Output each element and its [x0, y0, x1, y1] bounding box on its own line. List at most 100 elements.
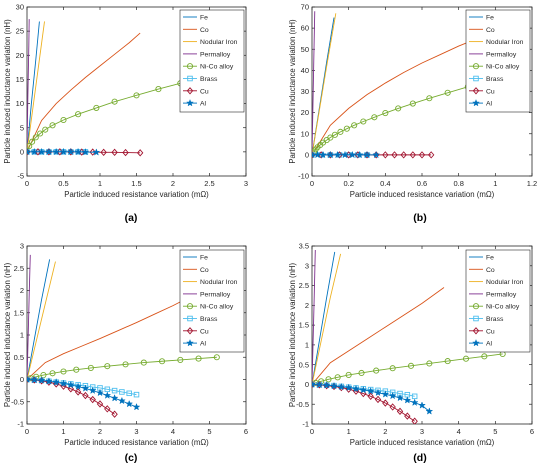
x-tick-label: 5: [207, 427, 211, 436]
data-point-ni-co-alloy: [444, 89, 451, 96]
y-tick-label: 60: [301, 24, 309, 33]
data-point-ni-co-alloy: [382, 109, 389, 117]
y-tick-label: 1: [305, 340, 309, 349]
data-point-al: [330, 381, 338, 390]
legend-box: [179, 9, 245, 113]
data-point-ni-co-alloy: [37, 130, 44, 137]
x-tick-label: 1: [61, 427, 65, 436]
x-tick-label: 3: [244, 179, 248, 188]
panel-caption: (c): [125, 452, 138, 464]
legend-marker-cu: [186, 87, 194, 95]
data-point-cu: [367, 392, 374, 400]
data-point-al: [44, 147, 53, 156]
data-point-cu: [409, 151, 417, 159]
x-tick-label: 3: [420, 427, 424, 436]
legend-label-cu: Cu: [486, 88, 495, 95]
data-point-al: [52, 378, 61, 386]
data-point-ni-co-alloy: [409, 100, 416, 107]
y-tick-label: 0: [20, 147, 24, 156]
data-point-ni-co-alloy: [133, 92, 140, 99]
legend-label-fe: Fe: [200, 15, 208, 22]
series-line-fe: [312, 251, 336, 385]
data-point-cu: [96, 400, 104, 408]
y-tick-label: 3: [20, 242, 24, 251]
legend-label-ni-co-alloy: Ni-Co alloy: [486, 304, 520, 311]
x-tick-label: 2: [171, 179, 175, 188]
legend-marker-cu: [186, 327, 194, 335]
data-point-al: [312, 380, 316, 388]
data-point-al: [117, 396, 126, 405]
data-point-ni-co-alloy: [195, 355, 202, 362]
data-point-al: [59, 379, 68, 387]
legend-label-al: Al: [486, 341, 493, 348]
legend-marker-al: [472, 98, 480, 107]
y-tick-label: 1: [20, 331, 24, 340]
series-group: [27, 19, 206, 157]
data-point-ni-co-alloy: [49, 122, 56, 129]
data-point-cu: [411, 417, 418, 424]
data-point-ni-co-alloy: [122, 361, 129, 368]
data-point-cu: [374, 395, 382, 404]
data-point-al: [132, 402, 141, 411]
data-point-al: [88, 386, 97, 394]
legend-marker-ni-co-alloy: [472, 63, 480, 70]
data-point-al: [27, 147, 31, 156]
legend-label-brass: Brass: [200, 316, 218, 323]
y-tick-label: 70: [301, 3, 309, 12]
x-tick-label: 2: [383, 427, 387, 436]
data-point-ni-co-alloy: [60, 368, 67, 375]
y-tick-label: 2.5: [299, 281, 309, 290]
data-point-al: [341, 150, 349, 159]
data-point-cu: [389, 403, 396, 411]
x-tick-label: 4: [171, 427, 175, 436]
x-tick-label: 0.8: [453, 179, 463, 188]
x-tick-label: 6: [530, 427, 534, 436]
panel-caption: (b): [413, 212, 426, 224]
data-point-ni-co-alloy: [462, 355, 470, 362]
data-point-al: [103, 391, 112, 399]
legend-label-fe: Fe: [486, 15, 494, 22]
data-point-al: [355, 150, 364, 159]
y-tick-label: 0: [305, 150, 309, 159]
data-point-al: [81, 384, 90, 392]
series-line-permalloy: [27, 254, 31, 380]
data-point-al: [37, 376, 46, 384]
data-point-al: [74, 147, 83, 156]
x-tick-label: 1.2: [527, 179, 537, 188]
data-point-al: [110, 394, 119, 402]
data-point-ni-co-alloy: [87, 364, 94, 371]
legend-label-permalloy: Permalloy: [200, 291, 231, 298]
data-point-ni-co-alloy: [327, 134, 334, 141]
data-point-al: [418, 401, 426, 409]
x-axis-label: Particle induced resistance variation (m…: [350, 190, 495, 199]
data-point-cu: [100, 148, 107, 157]
data-point-ni-co-alloy: [426, 95, 433, 102]
data-point-ni-co-alloy: [140, 359, 147, 366]
legend-box: [465, 249, 531, 353]
y-tick-label: 1.5: [14, 308, 24, 317]
series-line-co: [312, 30, 496, 156]
x-tick-label: 5: [493, 427, 497, 436]
data-point-ni-co-alloy: [371, 114, 378, 121]
legend-label-ni-co-alloy: Ni-Co alloy: [200, 304, 234, 311]
data-point-al: [66, 147, 75, 156]
y-axis-label: Particle induced inductance variation (n…: [288, 19, 297, 164]
y-tick-label: 50: [301, 45, 309, 54]
data-point-al: [388, 391, 397, 400]
legend: Fe Co Nodular Iron Permalloy Ni-Co alloy Bras…: [179, 9, 245, 113]
legend-label-cu: Cu: [486, 328, 495, 335]
legend-label-fe: Fe: [200, 255, 208, 262]
legend-box: [465, 9, 531, 113]
y-tick-label: 2: [20, 286, 24, 295]
data-point-al: [30, 375, 39, 384]
data-point-ni-co-alloy: [325, 376, 332, 383]
legend: Fe Co Nodular Iron Permalloy Ni-Co alloy Bras…: [465, 9, 531, 113]
data-point-cu: [111, 410, 118, 418]
data-point-al: [315, 380, 324, 389]
series-line-fe: [27, 259, 51, 380]
data-point-cu: [400, 151, 407, 159]
y-tick-label: 1.5: [299, 321, 309, 330]
data-point-al: [425, 407, 434, 415]
x-tick-label: 0.2: [343, 179, 353, 188]
